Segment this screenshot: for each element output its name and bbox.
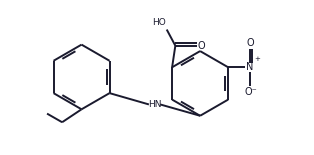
Text: O⁻: O⁻ — [244, 87, 257, 97]
Text: N: N — [246, 62, 253, 72]
Text: HN: HN — [148, 100, 162, 109]
Text: O: O — [198, 41, 206, 51]
Text: O: O — [247, 38, 255, 48]
Text: +: + — [255, 56, 260, 62]
Text: HO: HO — [152, 18, 166, 27]
